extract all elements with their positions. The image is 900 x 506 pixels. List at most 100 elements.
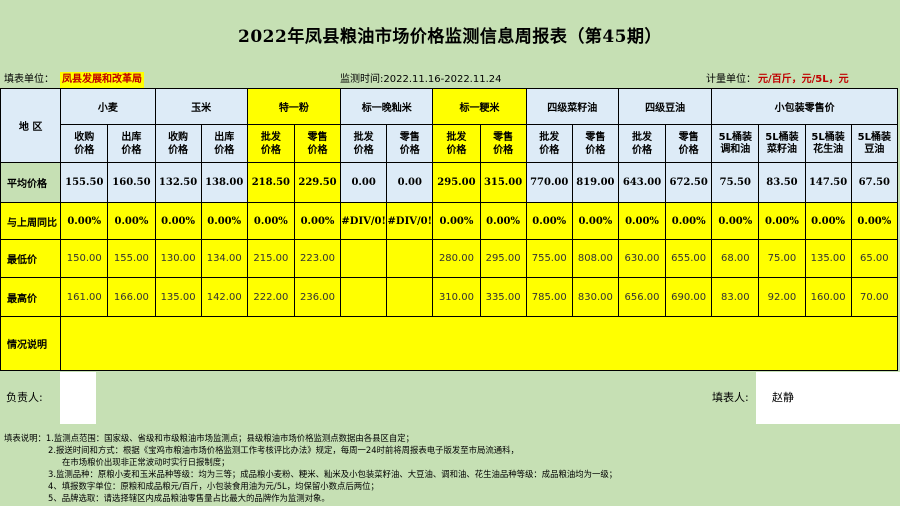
average-price-cell[interactable]: 218.50 — [246, 162, 295, 203]
min-price-cell[interactable]: 134.00 — [200, 239, 248, 278]
week-change-cell[interactable]: 0.00% — [293, 202, 342, 240]
week-change-cell[interactable]: 0.00% — [804, 202, 852, 240]
min-price-cell[interactable]: 155.00 — [107, 239, 156, 278]
max-price-cell[interactable] — [340, 277, 388, 317]
report-title: 2022年凤县粮油市场价格监测信息周报表（第45期） — [238, 27, 662, 47]
max-price-cell[interactable]: 160.00 — [804, 277, 852, 317]
sub-header: 批发 价格 — [525, 124, 573, 163]
max-price-cell[interactable]: 161.00 — [60, 277, 109, 317]
max-price-cell[interactable]: 222.00 — [246, 277, 295, 317]
max-price-cell[interactable]: 690.00 — [665, 277, 713, 317]
group-header-rapeseed-oil: 四级菜籽油 — [525, 88, 619, 125]
min-price-cell[interactable]: 68.00 — [711, 239, 760, 278]
average-price-cell[interactable]: 770.00 — [525, 162, 573, 203]
filler-name[interactable]: 赵静 — [772, 391, 794, 404]
fill-instructions: 填表说明：1.监测点范围：国家级、省级和市级粮油市场监测点；县级粮油市场价格监测… — [4, 432, 617, 504]
min-price-cell[interactable]: 755.00 — [525, 239, 573, 278]
instruction-line: 4、填报数字单位：原粮和成品粮元/百斤，小包装食用油为元/5L，均保留小数点后两… — [48, 481, 379, 491]
average-price-cell[interactable]: 229.50 — [293, 162, 342, 203]
average-price-cell[interactable]: 672.50 — [665, 162, 713, 203]
row-label-max: 最高价 — [0, 277, 62, 317]
min-price-cell[interactable]: 130.00 — [154, 239, 202, 278]
min-price-cell[interactable]: 135.00 — [804, 239, 852, 278]
min-price-cell[interactable] — [340, 239, 388, 278]
region-header: 地 区 — [0, 88, 62, 163]
fill-unit-value[interactable]: 凤县发展和改革局 — [60, 72, 144, 88]
row-label-min: 最低价 — [0, 239, 62, 278]
row-min-price: 最低价 150.00 155.00 130.00 134.00 215.00 223.00… — [0, 239, 899, 278]
week-change-cell[interactable]: 0.00% — [711, 202, 760, 240]
week-change-cell[interactable]: 0.00% — [60, 202, 109, 240]
average-price-cell[interactable]: 643.00 — [617, 162, 667, 203]
min-price-cell[interactable]: 630.00 — [617, 239, 667, 278]
week-change-cell[interactable]: 0.00% — [107, 202, 156, 240]
min-price-cell[interactable]: 808.00 — [571, 239, 619, 278]
min-price-cell[interactable]: 280.00 — [432, 239, 481, 278]
row-label-average: 平均价格 — [0, 162, 62, 203]
min-price-cell[interactable]: 75.00 — [758, 239, 806, 278]
week-change-cell[interactable]: #DIV/0! — [386, 202, 434, 240]
week-change-cell[interactable]: 0.00% — [665, 202, 713, 240]
measure-unit-value: 元/百斤，元/5L，元 — [758, 74, 849, 85]
min-price-cell[interactable]: 223.00 — [293, 239, 342, 278]
average-price-cell[interactable]: 315.00 — [479, 162, 527, 203]
min-price-cell[interactable]: 65.00 — [850, 239, 899, 278]
average-price-cell[interactable]: 132.50 — [154, 162, 202, 203]
min-price-cell[interactable]: 150.00 — [60, 239, 109, 278]
min-price-cell[interactable] — [386, 239, 434, 278]
sub-header: 批发 价格 — [432, 124, 481, 163]
average-price-cell[interactable]: 0.00 — [340, 162, 388, 203]
average-price-cell[interactable]: 75.50 — [711, 162, 760, 203]
group-header-special-flour: 特一粉 — [246, 88, 342, 125]
sub-header: 出库 价格 — [107, 124, 156, 163]
average-price-cell[interactable]: 160.50 — [107, 162, 156, 203]
max-price-cell[interactable]: 135.00 — [154, 277, 202, 317]
average-price-cell[interactable]: 138.00 — [200, 162, 248, 203]
filler-input[interactable] — [756, 372, 900, 424]
group-header-small-package: 小包装零售价 — [711, 88, 898, 125]
min-price-cell[interactable]: 655.00 — [665, 239, 713, 278]
week-change-cell[interactable]: 0.00% — [758, 202, 806, 240]
week-change-cell[interactable]: 0.00% — [850, 202, 899, 240]
price-table: 地 区 小麦 玉米 特一粉 标一晚籼米 标一粳米 四级菜籽油 四级豆油 小包装零… — [0, 88, 899, 371]
min-price-cell[interactable]: 215.00 — [246, 239, 295, 278]
responsible-input[interactable] — [60, 372, 96, 424]
week-change-cell[interactable]: #DIV/0! — [340, 202, 388, 240]
average-price-cell[interactable]: 83.50 — [758, 162, 806, 203]
row-label-notes: 情况说明 — [0, 316, 62, 371]
max-price-cell[interactable]: 335.00 — [479, 277, 527, 317]
header-row-subs: 收购 价格 出库 价格 收购 价格 出库 价格 批发 价格 零售 价格 批发 价格 零售 价格 … — [1, 124, 899, 163]
week-change-cell[interactable]: 0.00% — [154, 202, 202, 240]
max-price-cell[interactable]: 656.00 — [617, 277, 667, 317]
week-change-cell[interactable]: 0.00% — [200, 202, 248, 240]
min-price-cell[interactable]: 295.00 — [479, 239, 527, 278]
max-price-cell[interactable]: 166.00 — [107, 277, 156, 317]
max-price-cell[interactable]: 70.00 — [850, 277, 899, 317]
max-price-cell[interactable]: 142.00 — [200, 277, 248, 317]
average-price-cell[interactable]: 819.00 — [571, 162, 619, 203]
max-price-cell[interactable]: 236.00 — [293, 277, 342, 317]
week-change-cell[interactable]: 0.00% — [571, 202, 619, 240]
average-price-cell[interactable]: 67.50 — [850, 162, 899, 203]
max-price-cell[interactable]: 92.00 — [758, 277, 806, 317]
week-change-cell[interactable]: 0.00% — [525, 202, 573, 240]
average-price-cell[interactable]: 295.00 — [432, 162, 481, 203]
max-price-cell[interactable]: 785.00 — [525, 277, 573, 317]
week-change-cell[interactable]: 0.00% — [617, 202, 667, 240]
max-price-cell[interactable]: 830.00 — [571, 277, 619, 317]
average-price-cell[interactable]: 147.50 — [804, 162, 852, 203]
average-price-cell[interactable]: 155.50 — [60, 162, 109, 203]
sub-header: 收购 价格 — [60, 124, 109, 163]
average-price-cell[interactable]: 0.00 — [386, 162, 434, 203]
week-change-cell[interactable]: 0.00% — [246, 202, 295, 240]
max-price-cell[interactable]: 83.00 — [711, 277, 760, 317]
sub-header: 零售 价格 — [293, 124, 342, 163]
week-change-cell[interactable]: 0.00% — [479, 202, 527, 240]
max-price-cell[interactable]: 310.00 — [432, 277, 481, 317]
week-change-cell[interactable]: 0.00% — [432, 202, 481, 240]
row-label-week-change: 与上周同比 — [0, 202, 62, 240]
row-average-price: 平均价格 155.50 160.50 132.50 138.00 218.50 229.5… — [0, 162, 899, 203]
group-header-japonica-rice: 标一粳米 — [432, 88, 527, 125]
max-price-cell[interactable] — [386, 277, 434, 317]
notes-cell[interactable] — [60, 316, 898, 371]
